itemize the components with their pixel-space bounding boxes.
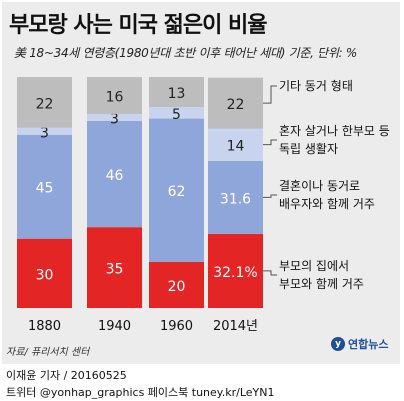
bar-segment: [149, 261, 204, 308]
bar-segment: [87, 227, 142, 308]
legend-connector: [263, 139, 277, 146]
bar-value-label: 22: [227, 97, 245, 113]
legend-label: 혼자 살거나 한부모 등: [279, 124, 390, 138]
bar-segment: [87, 120, 142, 228]
bar-segment: [17, 134, 72, 239]
legend-connector: [263, 85, 277, 104]
chart-title: 부모랑 사는 미국 젊은이 비율: [9, 13, 268, 38]
bar-segment: [208, 233, 263, 308]
bar-value-label: 3: [110, 111, 119, 127]
credit-line-2: 트위터 @yonhap_graphics 페이스북 tuney.kr/LeYN1: [6, 386, 275, 399]
bar-value-label: 35: [106, 262, 124, 278]
bar-value-label: 32.1%: [213, 265, 257, 281]
legend-label: 부모와 함께 거주: [279, 277, 364, 291]
bar-segment: [87, 113, 142, 121]
bar-segment: [87, 77, 142, 114]
legend-label: 결혼이나 동거로: [279, 179, 360, 193]
bar-value-label: 5: [172, 107, 181, 123]
credit-line-1: 이재윤 기자 / 20160525: [6, 369, 127, 382]
bar-segment: [17, 238, 72, 308]
bar-segment: [208, 77, 263, 129]
bar-value-label: 20: [168, 279, 186, 295]
bar-value-label: 46: [106, 168, 124, 184]
x-tick-label: 1960: [160, 319, 193, 334]
legend-label: 부모의 집에서: [279, 259, 349, 273]
bar-value-label: 13: [168, 86, 186, 102]
x-tick-label: 2014년: [213, 319, 258, 334]
bar-value-label: 22: [36, 96, 54, 112]
yonhap-logo-text: 연합뉴스: [348, 338, 389, 351]
bar-segment: [149, 107, 204, 119]
legend-label: 배우자와 함께 거주: [279, 197, 375, 211]
bar-segment: [149, 118, 204, 262]
bar-value-label: 31.6: [220, 191, 251, 207]
bar-value-label: 45: [36, 181, 54, 197]
source-note: 자료/ 퓨리서치 센터: [6, 347, 90, 358]
bar-value-label: 30: [36, 267, 54, 283]
bar-value-label: 14: [227, 139, 245, 155]
bar-segment: [208, 160, 263, 234]
bar-segment: [17, 77, 72, 128]
bar-value-label: 16: [106, 89, 124, 105]
bar-segment: [17, 127, 72, 135]
legend-label: 기타 동거 형태: [279, 79, 353, 93]
legend-label: 독립 생활자: [279, 142, 338, 156]
yonhap-logo: y 연합뉴스: [331, 336, 388, 352]
bar-value-label: 3: [40, 125, 49, 141]
bar-segment: [149, 77, 204, 108]
yonhap-logo-icon: y: [331, 337, 345, 351]
x-tick-label: 1880: [28, 319, 61, 334]
legend-connector: [263, 270, 277, 276]
chart-subtitle: 美 18~34세 연령층(1980년대 초반 이후 태어난 세대) 기준, 단위…: [14, 46, 357, 60]
bar-segment: [208, 128, 263, 161]
x-tick-label: 1940: [98, 319, 131, 334]
legend-connector: [263, 194, 277, 198]
bar-value-label: 62: [168, 184, 186, 200]
